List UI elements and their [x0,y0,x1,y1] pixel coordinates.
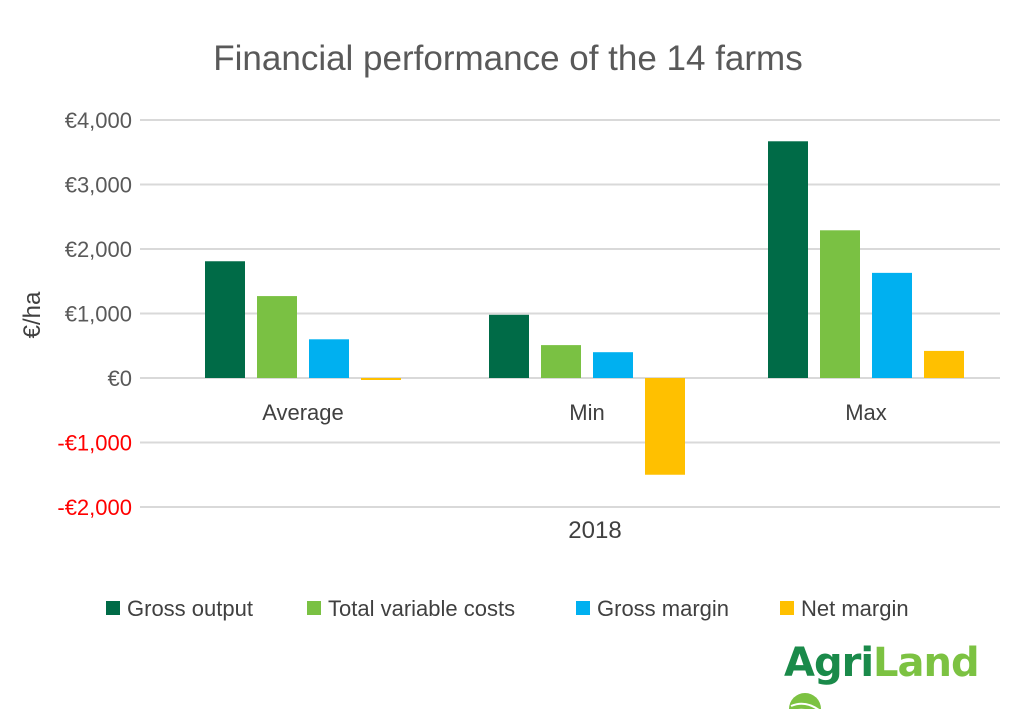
bar-gross-output [768,141,808,378]
y-tick-label: €1,000 [65,302,132,327]
bar-gross-output [205,261,245,378]
bar-gross-margin [872,272,912,378]
bar-gross-margin [309,339,349,378]
bar-total-variable-costs [820,230,860,378]
bar-net-margin [645,378,685,475]
y-tick-label: €0 [108,366,132,391]
bar-net-margin [361,378,401,380]
y-tick-label: -€1,000 [57,431,132,456]
legend-swatch [307,601,321,615]
field-globe-icon [789,693,821,709]
bar-gross-output [489,314,529,378]
legend-label: Gross margin [597,596,729,621]
y-tick-label: -€2,000 [57,495,132,520]
y-tick-label: €2,000 [65,237,132,262]
legend-swatch [780,601,794,615]
x-tick-label: Min [569,400,604,425]
chart-title: Financial performance of the 14 farms [213,39,802,78]
y-axis-label: €/ha [19,291,46,338]
legend-label: Total variable costs [328,596,515,621]
legend-label: Net margin [801,596,909,621]
legend-swatch [576,601,590,615]
x-tick-label: Max [845,400,887,425]
legend-label: Gross output [127,596,253,621]
x-tick-label: Average [262,400,344,425]
legend-swatch [106,601,120,615]
y-tick-label: €3,000 [65,173,132,198]
logo-text-agri: Agri [784,640,874,686]
x-axis-label: 2018 [568,517,621,544]
bar-net-margin [924,350,964,378]
y-tick-label: €4,000 [65,108,132,133]
bar-total-variable-costs [541,345,581,378]
agriland-logo: AgriLand [784,640,1024,709]
bar-gross-margin [593,352,633,378]
logo-text-land: Land [873,640,980,686]
bar-total-variable-costs [257,296,297,378]
